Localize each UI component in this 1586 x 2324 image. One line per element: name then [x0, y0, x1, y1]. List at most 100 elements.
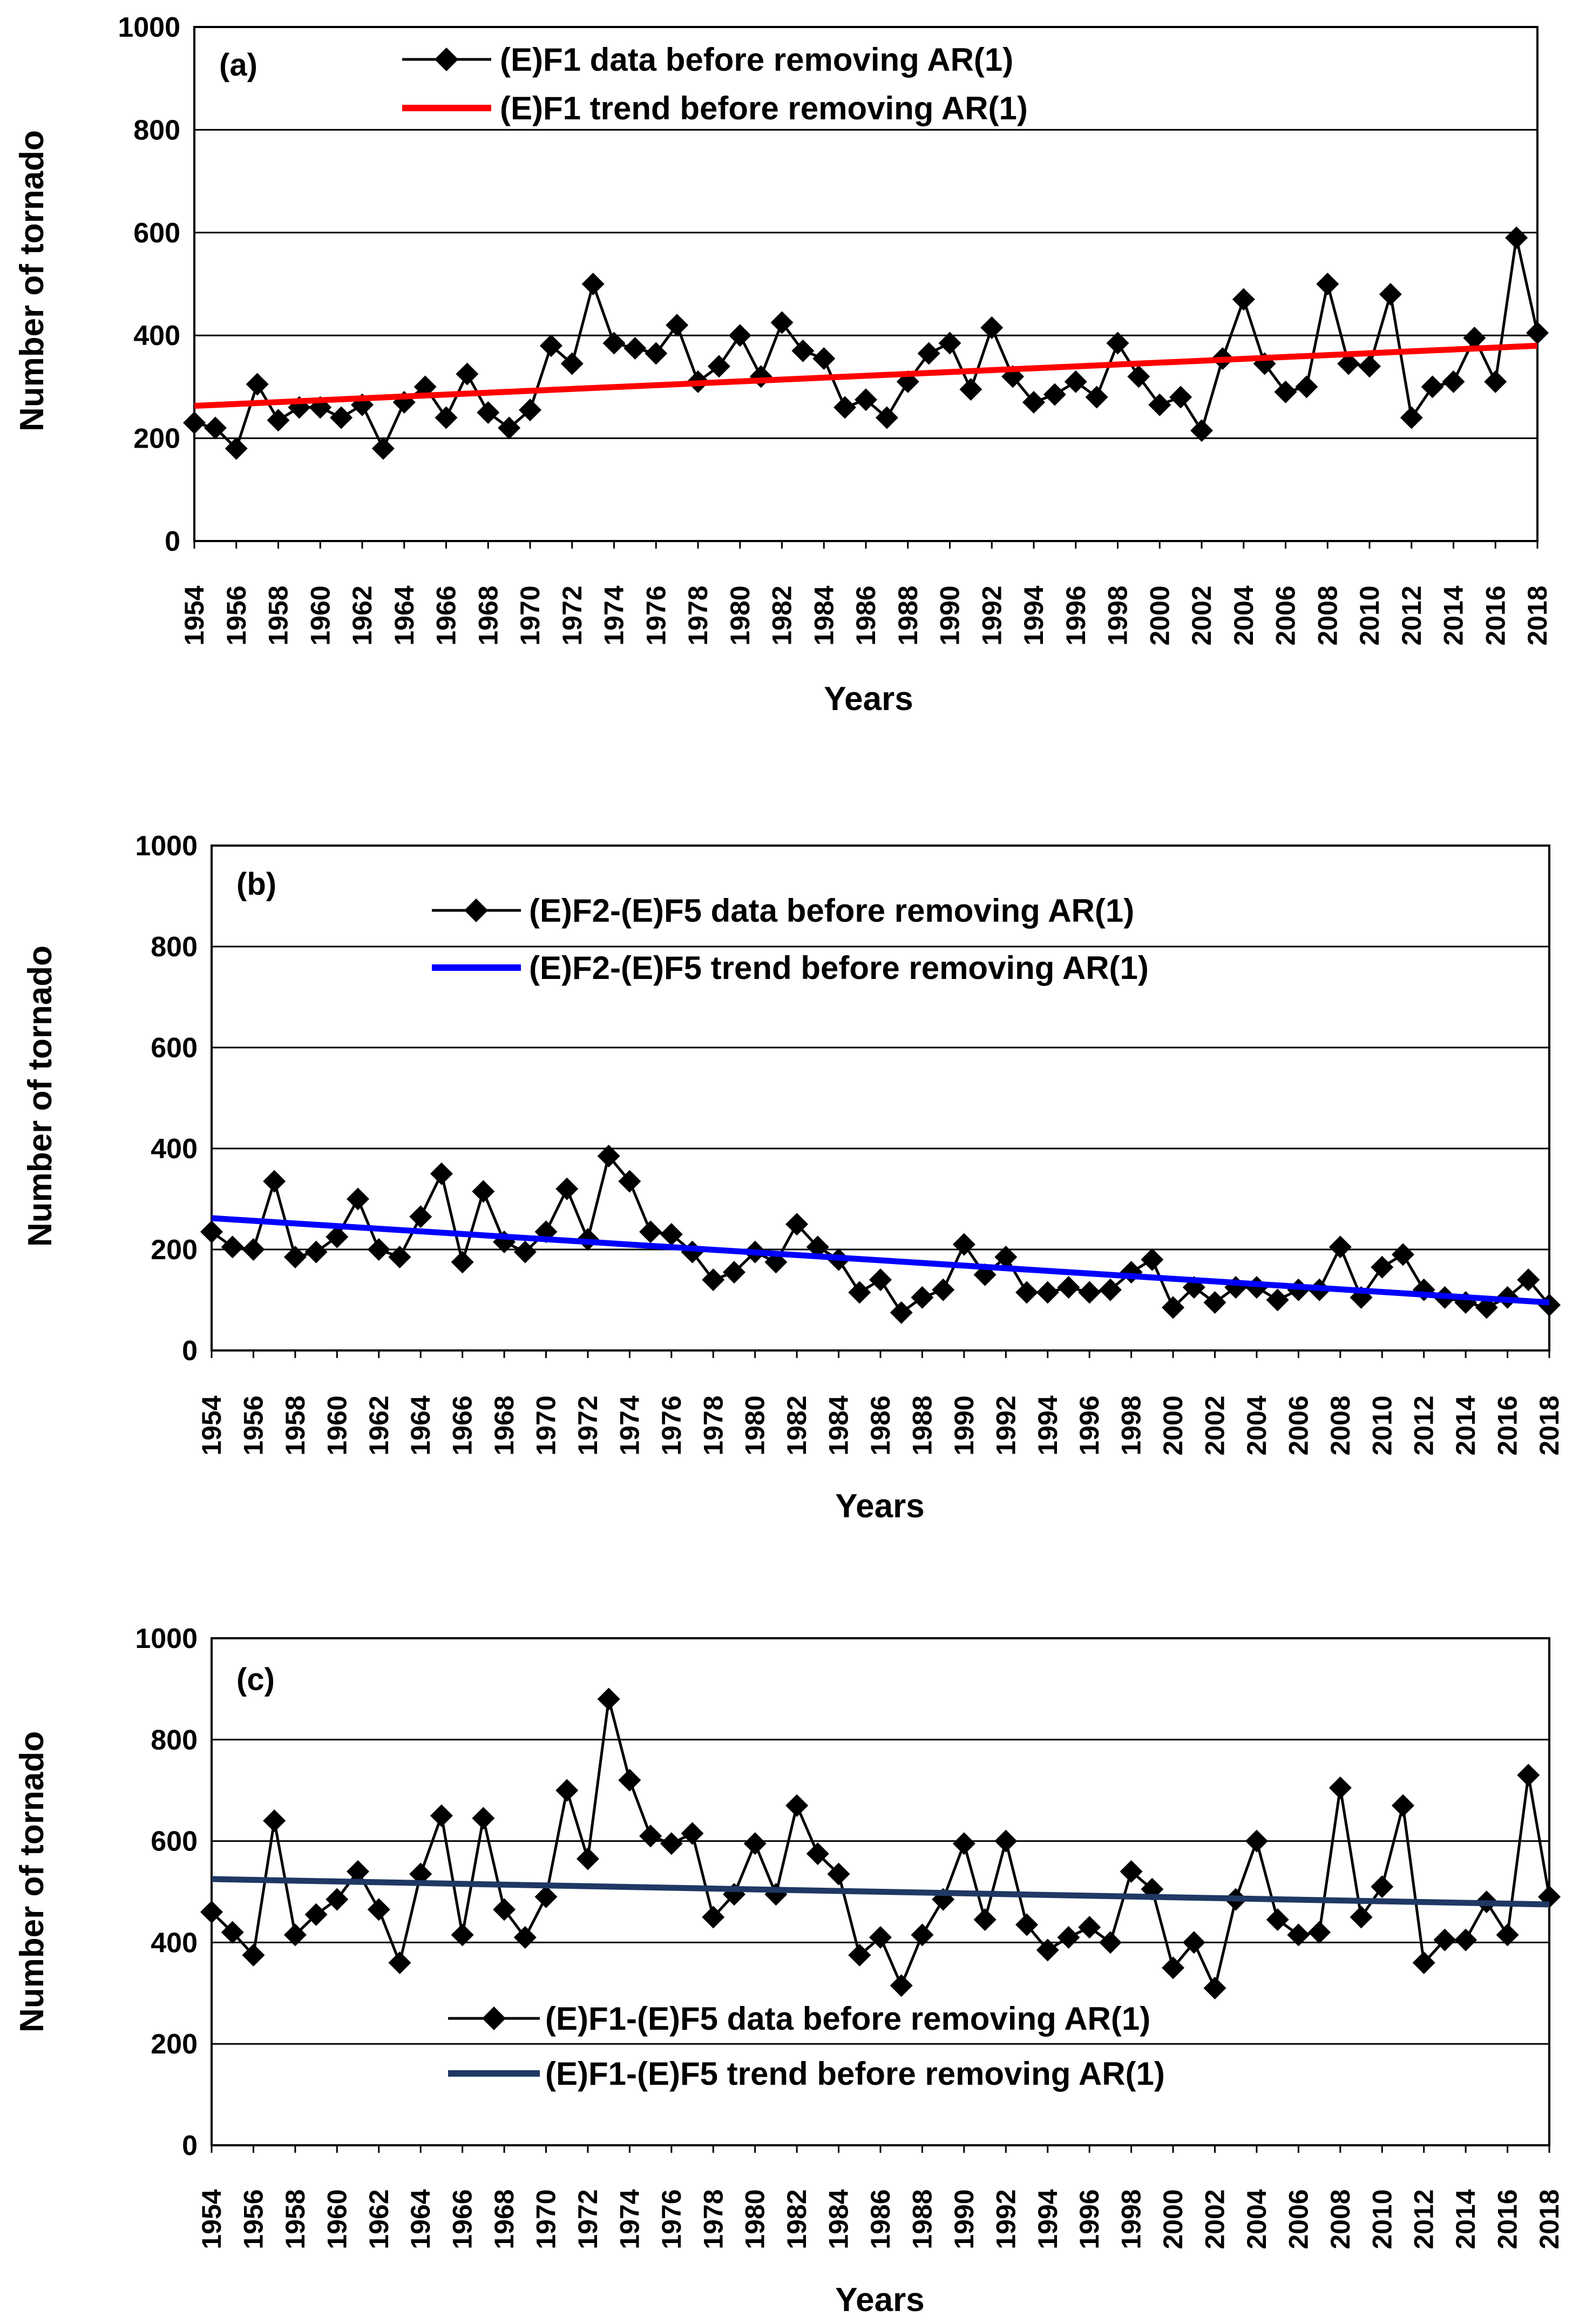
panel-c-data-point [576, 1847, 599, 1870]
panel-b-data-point [409, 1205, 432, 1228]
panel-a-xtick-label: 1960 [305, 585, 335, 645]
panel-b-data-point [1371, 1255, 1394, 1279]
panel-b-data-point [1099, 1278, 1122, 1301]
panel-a-data-point [519, 398, 541, 422]
panel-a-data-point [770, 311, 794, 334]
panel-a-data-point [1190, 419, 1213, 442]
panel-b-xtick-label: 2008 [1325, 1395, 1355, 1455]
panel-b-xtick-label: 2012 [1409, 1395, 1439, 1455]
panel-c-xtick-label: 1970 [531, 2189, 561, 2249]
panel-c-ytick-label: 200 [151, 2029, 198, 2060]
panel-c-xtick-label: 1978 [698, 2189, 728, 2249]
panel-a-xtick-label: 1982 [767, 585, 797, 645]
panel-c-data-point [827, 1862, 850, 1886]
panel-b-data-point [932, 1278, 955, 1301]
panel-a-ytick-label: 0 [165, 526, 180, 557]
panel-c-data-point [1454, 1928, 1477, 1951]
panel-a-xtick-label: 1972 [557, 585, 587, 645]
panel-b-xtick-label: 1956 [238, 1395, 268, 1455]
panel-a-data-point [435, 406, 458, 429]
panel-c-data-point [1329, 1776, 1352, 1800]
panel-b-data-point [347, 1187, 370, 1211]
panel-b-data-point [1057, 1276, 1080, 1299]
legend-a-trend-text: (E)F1 trend before removing AR(1) [500, 90, 1028, 126]
panel-b-label: (b) [236, 867, 276, 902]
panel-b-xtick-label: 1986 [865, 1395, 896, 1455]
panel-a-data-point [666, 314, 689, 337]
panel-b-data-point [242, 1238, 265, 1261]
panel-a-xtick-label: 2006 [1271, 585, 1301, 645]
panel-a-xtick-label: 1970 [515, 585, 545, 645]
panel-c-xtick-label: 2012 [1409, 2189, 1439, 2249]
panel-c-data-point [1078, 1916, 1101, 1939]
panel-b-data-point [1391, 1243, 1414, 1266]
panel-a-data-point [812, 347, 836, 370]
panel-a-trend-line [194, 342, 1538, 409]
panel-c-data-point [1057, 1926, 1080, 1949]
panel-b-data-point [994, 1246, 1018, 1269]
panel-b-data-point [869, 1268, 892, 1292]
panel-c-data-point [430, 1804, 453, 1827]
legend-a-trend-entry: (E)F1 trend before removing AR(1) [402, 90, 1028, 126]
panel-b-xtick-label: 2018 [1534, 1395, 1564, 1455]
panel-a-plot: 0 200 400 600 800 1000 1954 1956 1958 1960 1962 196… [118, 12, 1553, 646]
panel-c-data-point [283, 1923, 307, 1947]
panel-b-xtick-label: 1994 [1033, 1395, 1063, 1455]
panel-a-xtick-label: 2000 [1144, 585, 1175, 645]
legend-a-data-text: (E)F1 data before removing AR(1) [500, 42, 1013, 78]
panel-b-data-point [1162, 1296, 1185, 1319]
panel-a-data-point [959, 378, 982, 401]
panel-a-data-point [1505, 226, 1528, 249]
panel-b-xlabel: Years [835, 1488, 925, 1525]
panel-c-plot: 0 200 400 600 800 1000 1954 1956 1958 1960 1962 196… [135, 1623, 1564, 2249]
panel-a-data-point [749, 365, 772, 388]
panel-a-data-point [456, 362, 479, 386]
panel-a-xtick-label: 1974 [599, 585, 629, 645]
panel-c-data-point [639, 1825, 662, 1848]
panel-b-data-point [911, 1286, 934, 1309]
panel-a-data-point [728, 324, 751, 347]
panel-c-data-point [200, 1901, 223, 1924]
panel-c-data-point [1308, 1921, 1331, 1944]
panel-a-data-point [1148, 393, 1171, 416]
panel-c-data-point [994, 1829, 1018, 1853]
panel-b-xtick-label: 2004 [1242, 1395, 1272, 1455]
panel-a-data-point [707, 355, 730, 378]
panel-c-ytick-label: 0 [182, 2130, 198, 2161]
panel-a-data-point [267, 409, 290, 432]
panel-a-xtick-label: 1986 [851, 585, 881, 645]
panel-b-data-point [785, 1213, 809, 1236]
panel-c-data-point [681, 1822, 704, 1845]
panel-b-data-point [639, 1220, 662, 1244]
panel-a-data-point [246, 373, 269, 396]
panel-c-xtick-label: 2006 [1283, 2189, 1313, 2249]
panel-c-xtick-label: 2018 [1534, 2189, 1564, 2249]
panel-a-data-point [330, 406, 353, 429]
panel-b-data-point [1036, 1281, 1059, 1304]
panel-c-data-point [806, 1842, 829, 1866]
panel-a-ytick-label: 400 [133, 320, 180, 352]
panel-c-data-point [597, 1687, 620, 1711]
panel-a-xtick-label: 1990 [935, 585, 965, 645]
panel-b-ytick-label: 0 [182, 1335, 198, 1367]
panel-b-xtick-label: 1982 [782, 1395, 812, 1455]
panel-a-data-point [371, 437, 395, 460]
panel-c-data-point [221, 1921, 244, 1944]
panel-b-xtick-label: 2002 [1200, 1395, 1230, 1455]
panel-c-data-point [1182, 1931, 1205, 1954]
panel-c-ytick-label: 800 [151, 1725, 198, 1756]
panel-c-data-point [743, 1832, 767, 1855]
panel-b-data-point [1329, 1235, 1352, 1259]
panel-c-xtick-label: 1960 [322, 2189, 352, 2249]
panel-c-data-point [472, 1807, 495, 1830]
panel-b-data-point [597, 1145, 620, 1168]
panel-b-xtick-label: 1990 [949, 1395, 979, 1455]
panel-a-data-point [1169, 386, 1192, 409]
panel-b-data-point [263, 1170, 286, 1193]
panel-a-data-point [1106, 332, 1129, 355]
panel-b-xtick-label: 1988 [907, 1395, 937, 1455]
panel-c-xlabel: Years [835, 2281, 925, 2319]
panel-c-data-point [890, 1974, 913, 1997]
legend-c-data-text: (E)F1-(E)F5 data before removing AR(1) [545, 2001, 1150, 2037]
panel-b-data-point [1078, 1281, 1101, 1304]
